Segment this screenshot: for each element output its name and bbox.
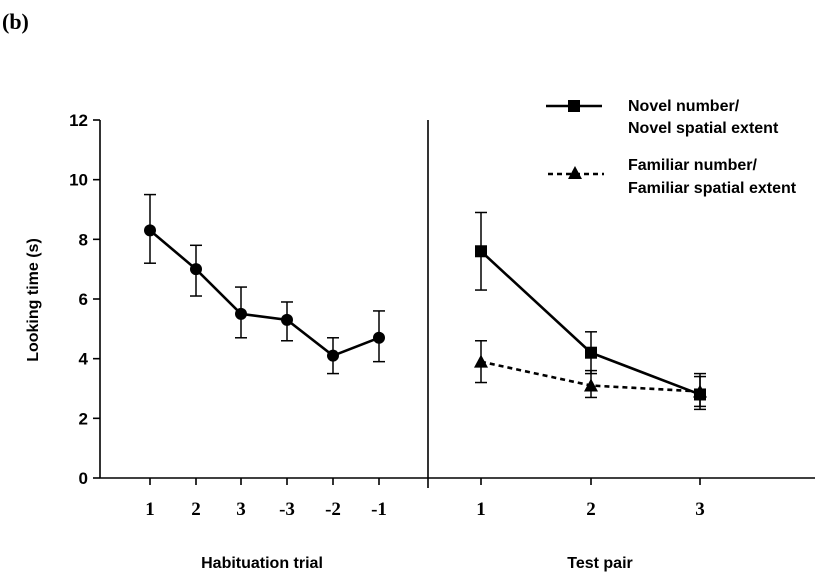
data-point xyxy=(584,378,598,392)
legend-marker-square xyxy=(568,100,580,112)
legend-text-novel-line2: Novel spatial extent xyxy=(628,120,779,137)
x-tick-label: 1 xyxy=(145,499,155,520)
y-tick-label: 6 xyxy=(79,290,88,309)
legend-entry-novel: Novel number/ Novel spatial extent xyxy=(546,98,779,137)
x-axis-ticks: 1 2 3 -3 -2 -1 1 2 3 xyxy=(145,478,705,520)
x-axis-label-habituation: Habituation trial xyxy=(201,555,323,572)
data-point xyxy=(281,313,293,326)
series-line-p0-s0 xyxy=(149,229,380,358)
series-group xyxy=(144,193,707,411)
data-point xyxy=(693,384,707,398)
y-tick-label: 4 xyxy=(79,350,89,369)
data-point xyxy=(585,346,597,359)
x-tick-label: 2 xyxy=(586,499,596,520)
legend-marker-triangle xyxy=(568,166,582,179)
panel-label: (b) xyxy=(2,9,29,34)
data-point xyxy=(327,349,339,362)
x-tick-label: 3 xyxy=(695,499,705,520)
y-tick-label: 0 xyxy=(79,469,88,488)
data-point xyxy=(373,331,385,344)
legend-text-familiar-line1: Familiar number/ xyxy=(628,157,757,174)
axes xyxy=(99,120,815,488)
x-tick-label: -3 xyxy=(279,499,295,520)
data-point xyxy=(190,263,202,276)
y-axis-label: Looking time (s) xyxy=(25,238,42,362)
y-tick-label: 12 xyxy=(69,111,88,130)
data-point xyxy=(144,224,156,237)
x-tick-label: 1 xyxy=(476,499,486,520)
x-tick-label: -1 xyxy=(371,499,387,520)
x-tick-label: 3 xyxy=(236,499,246,520)
legend-entry-familiar: Familiar number/ Familiar spatial extent xyxy=(548,157,797,197)
x-tick-label: -2 xyxy=(325,499,341,520)
legend: Novel number/ Novel spatial extent Famil… xyxy=(546,98,797,197)
legend-text-familiar-line2: Familiar spatial extent xyxy=(628,180,797,197)
data-point xyxy=(235,307,247,320)
y-tick-label: 10 xyxy=(69,171,88,190)
x-axis-label-test-pair: Test pair xyxy=(567,555,633,572)
data-point xyxy=(474,354,488,368)
data-point xyxy=(475,245,487,258)
x-tick-label: 2 xyxy=(191,499,201,520)
y-tick-label: 8 xyxy=(79,230,88,249)
legend-text-novel-line1: Novel number/ xyxy=(628,98,740,115)
y-tick-label: 2 xyxy=(79,409,88,428)
y-axis-ticks: 0 2 4 6 8 10 12 xyxy=(69,111,100,488)
